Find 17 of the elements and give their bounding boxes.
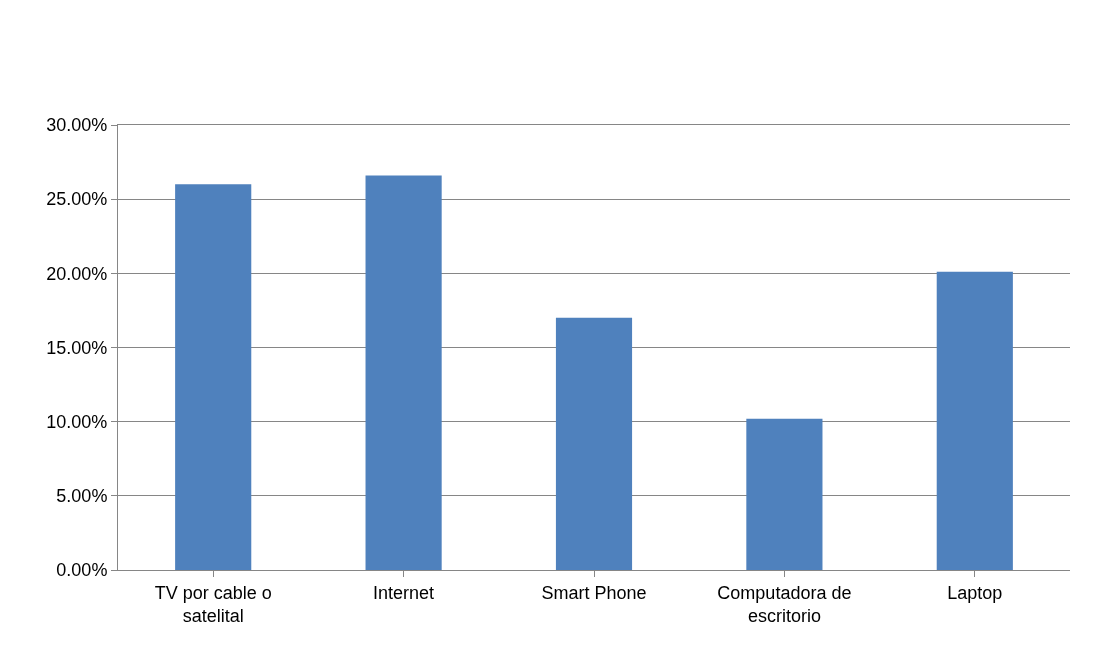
bar [365,175,442,570]
bar [936,271,1013,570]
y-tick-label: 30.00% [46,115,108,136]
x-tick-label: Laptop [947,582,1003,603]
y-tick-label: 0.00% [56,560,108,581]
bar [555,317,633,570]
y-tick-label: 10.00% [46,411,108,432]
y-tick-label: 15.00% [46,337,108,358]
y-tick-label: 25.00% [46,189,108,210]
x-tick-label: TV por cable o satelital [154,582,272,626]
x-tick-label: Internet [373,582,435,603]
bar [175,184,252,570]
x-tick-label: Computadora de escritorio [717,582,852,626]
y-tick-label: 5.00% [56,486,108,507]
x-tick-label: Smart Phone [541,582,647,603]
bar [746,418,823,570]
y-tick-label: 20.00% [46,263,108,284]
